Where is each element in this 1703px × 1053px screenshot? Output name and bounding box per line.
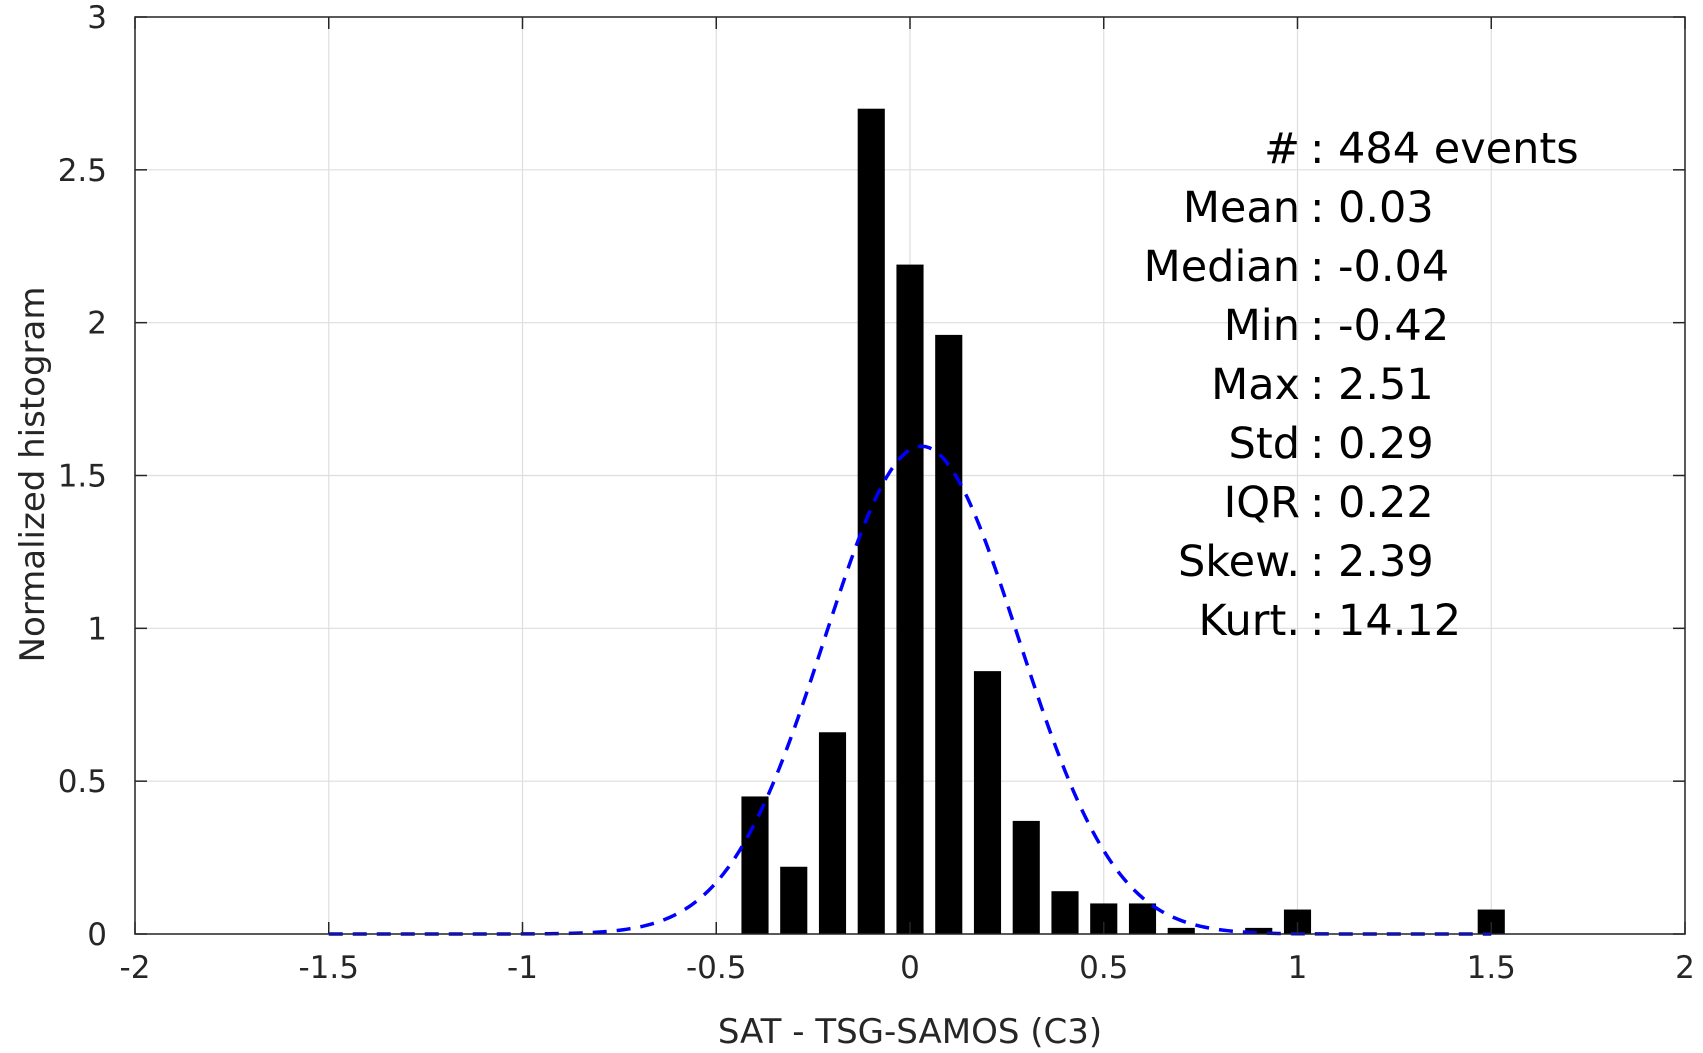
- x-tick-label-5: 0.5: [1079, 950, 1128, 986]
- x-tick-label-2: -1: [507, 950, 538, 986]
- y-tick-label-3: 1.5: [58, 459, 107, 495]
- stat-label-0: #: [1264, 124, 1300, 174]
- histogram-bar-2: [818, 732, 847, 934]
- x-tick-label-1: -1.5: [299, 950, 360, 986]
- stat-value-7: 2.39: [1338, 537, 1434, 587]
- stat-value-4: 2.51: [1338, 360, 1434, 410]
- stat-value-3: -0.42: [1338, 301, 1449, 351]
- stat-separator-0: :: [1310, 124, 1325, 174]
- x-tick-label-8: 2: [1675, 950, 1695, 986]
- stat-value-2: -0.04: [1338, 242, 1449, 292]
- stat-value-8: 14.12: [1338, 596, 1461, 646]
- histogram-bar-1: [780, 866, 808, 934]
- y-tick-label-5: 2.5: [58, 153, 107, 189]
- histogram-bar-4: [896, 264, 924, 935]
- x-axis-label: SAT - TSG-SAMOS (C3): [718, 1012, 1102, 1052]
- stat-label-5: Std: [1229, 419, 1300, 469]
- histogram-bar-7: [1012, 820, 1040, 934]
- stat-value-0: 484 events: [1338, 124, 1579, 174]
- y-axis-label: Normalized histogram: [13, 287, 53, 663]
- stat-separator-3: :: [1310, 301, 1325, 351]
- histogram-bar-5: [935, 334, 963, 935]
- y-tick-label-2: 1: [87, 611, 107, 647]
- stat-label-4: Max: [1211, 360, 1300, 410]
- histogram-bar-8: [1051, 891, 1079, 934]
- stat-separator-1: :: [1310, 183, 1325, 233]
- y-tick-label-4: 2: [87, 306, 107, 342]
- stat-separator-7: :: [1310, 537, 1325, 587]
- x-tick-label-7: 1.5: [1467, 950, 1516, 986]
- stat-separator-4: :: [1310, 360, 1325, 410]
- stat-separator-8: :: [1310, 596, 1325, 646]
- axis-ticks: [134, 16, 1686, 935]
- stat-label-3: Min: [1224, 301, 1300, 351]
- histogram-bar-10: [1128, 903, 1157, 934]
- stat-label-6: IQR: [1224, 478, 1300, 528]
- stat-label-2: Median: [1144, 242, 1300, 292]
- histogram-bar-3: [857, 108, 885, 934]
- stat-label-7: Skew.: [1178, 537, 1300, 587]
- x-tick-labels: -2 -1.5 -1 -0.5 0 0.5 1 1.5 2: [120, 950, 1695, 986]
- x-tick-label-0: -2: [120, 950, 151, 986]
- histogram-bar-11: [1167, 927, 1195, 934]
- stat-separator-5: :: [1310, 419, 1325, 469]
- stat-value-6: 0.22: [1338, 478, 1434, 528]
- stat-label-1: Mean: [1183, 183, 1300, 233]
- stat-value-1: 0.03: [1338, 183, 1434, 233]
- stat-value-5: 0.29: [1338, 419, 1434, 469]
- histogram-bar-0: [741, 796, 769, 934]
- stat-label-8: Kurt.: [1198, 596, 1300, 646]
- histogram-bars: [741, 108, 1505, 935]
- y-tick-label-0: 0: [87, 917, 107, 953]
- histogram-bar-6: [973, 671, 1002, 934]
- x-tick-label-6: 1: [1288, 950, 1308, 986]
- y-tick-label-6: 3: [87, 0, 107, 36]
- y-tick-labels: 0 0.5 1 1.5 2 2.5 3: [58, 0, 107, 953]
- stat-separator-6: :: [1310, 478, 1325, 528]
- histogram-bar-12: [1245, 927, 1273, 934]
- x-tick-label-3: -0.5: [686, 950, 747, 986]
- stat-separator-2: :: [1310, 242, 1325, 292]
- x-tick-label-4: 0: [900, 950, 920, 986]
- y-tick-label-1: 0.5: [58, 764, 107, 800]
